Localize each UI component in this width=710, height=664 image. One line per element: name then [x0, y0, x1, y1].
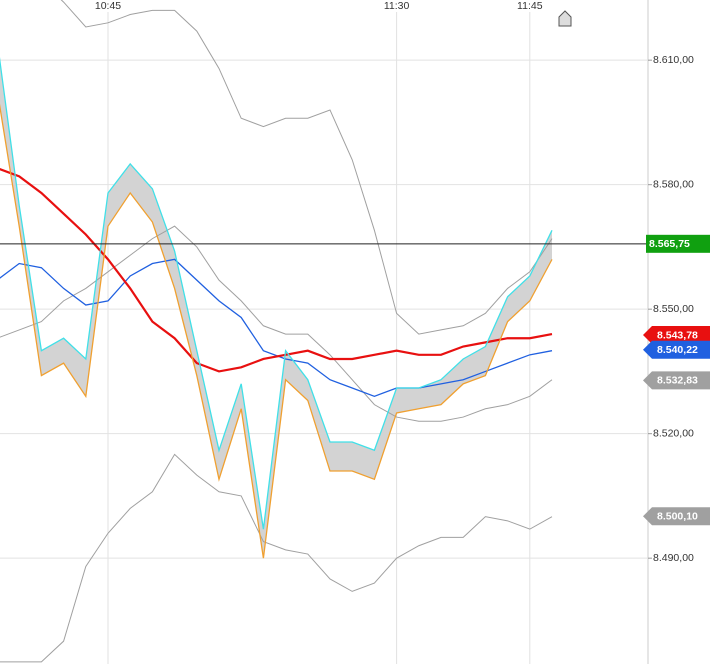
- y-tick-label: 8.580,00: [653, 178, 694, 190]
- price-tag: [646, 234, 710, 253]
- price-tag-label: 8.532,83: [657, 375, 698, 387]
- price-tag: [643, 507, 710, 526]
- price-tag-label: 8.540,22: [657, 344, 698, 356]
- price-tag: [643, 325, 710, 344]
- series-line: [0, 168, 553, 373]
- price-tag: [643, 340, 710, 359]
- scroll-icon[interactable]: [558, 10, 572, 27]
- y-tick-label: 8.520,00: [653, 427, 694, 439]
- price-tag-label: 8.565,75: [649, 238, 690, 250]
- series-line: [0, 225, 553, 422]
- series-line: [0, 453, 553, 663]
- y-tick-label: 8.550,00: [653, 303, 694, 315]
- series-line: [0, 103, 553, 559]
- y-tick-label: 8.610,00: [653, 54, 694, 66]
- x-tick-label: 11:30: [384, 0, 410, 12]
- y-tick-label: 8.490,00: [653, 552, 694, 564]
- series-line: [0, 258, 553, 398]
- price-tag-label: 8.543,78: [657, 329, 698, 341]
- x-tick-label: 10:45: [95, 0, 121, 12]
- price-tag: [643, 371, 710, 390]
- x-tick-label: 11:45: [517, 0, 543, 12]
- price-tag-label: 8.500,10: [657, 511, 698, 523]
- range-fill: [0, 61, 552, 559]
- series-line: [0, 56, 553, 530]
- series-line: [60, 0, 553, 335]
- plot-area: [0, 0, 648, 664]
